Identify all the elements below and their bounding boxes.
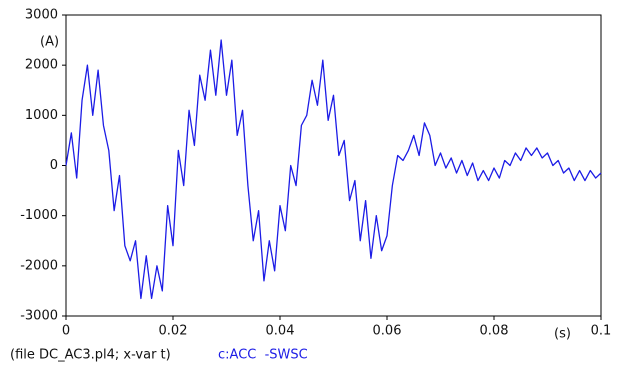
plot-frame (65, 14, 602, 317)
footer-note: (file DC_AC3.pl4; x-var t) (10, 348, 171, 363)
x-tick-label: 0.1 (591, 324, 612, 339)
y-tick-label: 3000 (25, 8, 58, 23)
x-tick-label: 0.02 (159, 324, 188, 339)
data-line (65, 39, 602, 300)
y-tick-label: -2000 (20, 258, 58, 273)
y-tick-label: 2000 (25, 58, 58, 73)
y-tick-label: -1000 (20, 208, 58, 223)
x-tick-label: 0.08 (480, 324, 509, 339)
y-axis-label: (A) (40, 35, 59, 50)
y-tick-label: -3000 (20, 309, 58, 324)
x-tick-label: 0.04 (266, 324, 295, 339)
y-tick-label: 0 (50, 158, 58, 173)
legend-entry: c:ACC -SWSC (218, 348, 308, 363)
x-axis-label: (s) (554, 327, 571, 342)
y-tick-label: 1000 (25, 108, 58, 123)
x-tick-label: 0.06 (373, 324, 402, 339)
x-tick-label: 0 (62, 324, 70, 339)
